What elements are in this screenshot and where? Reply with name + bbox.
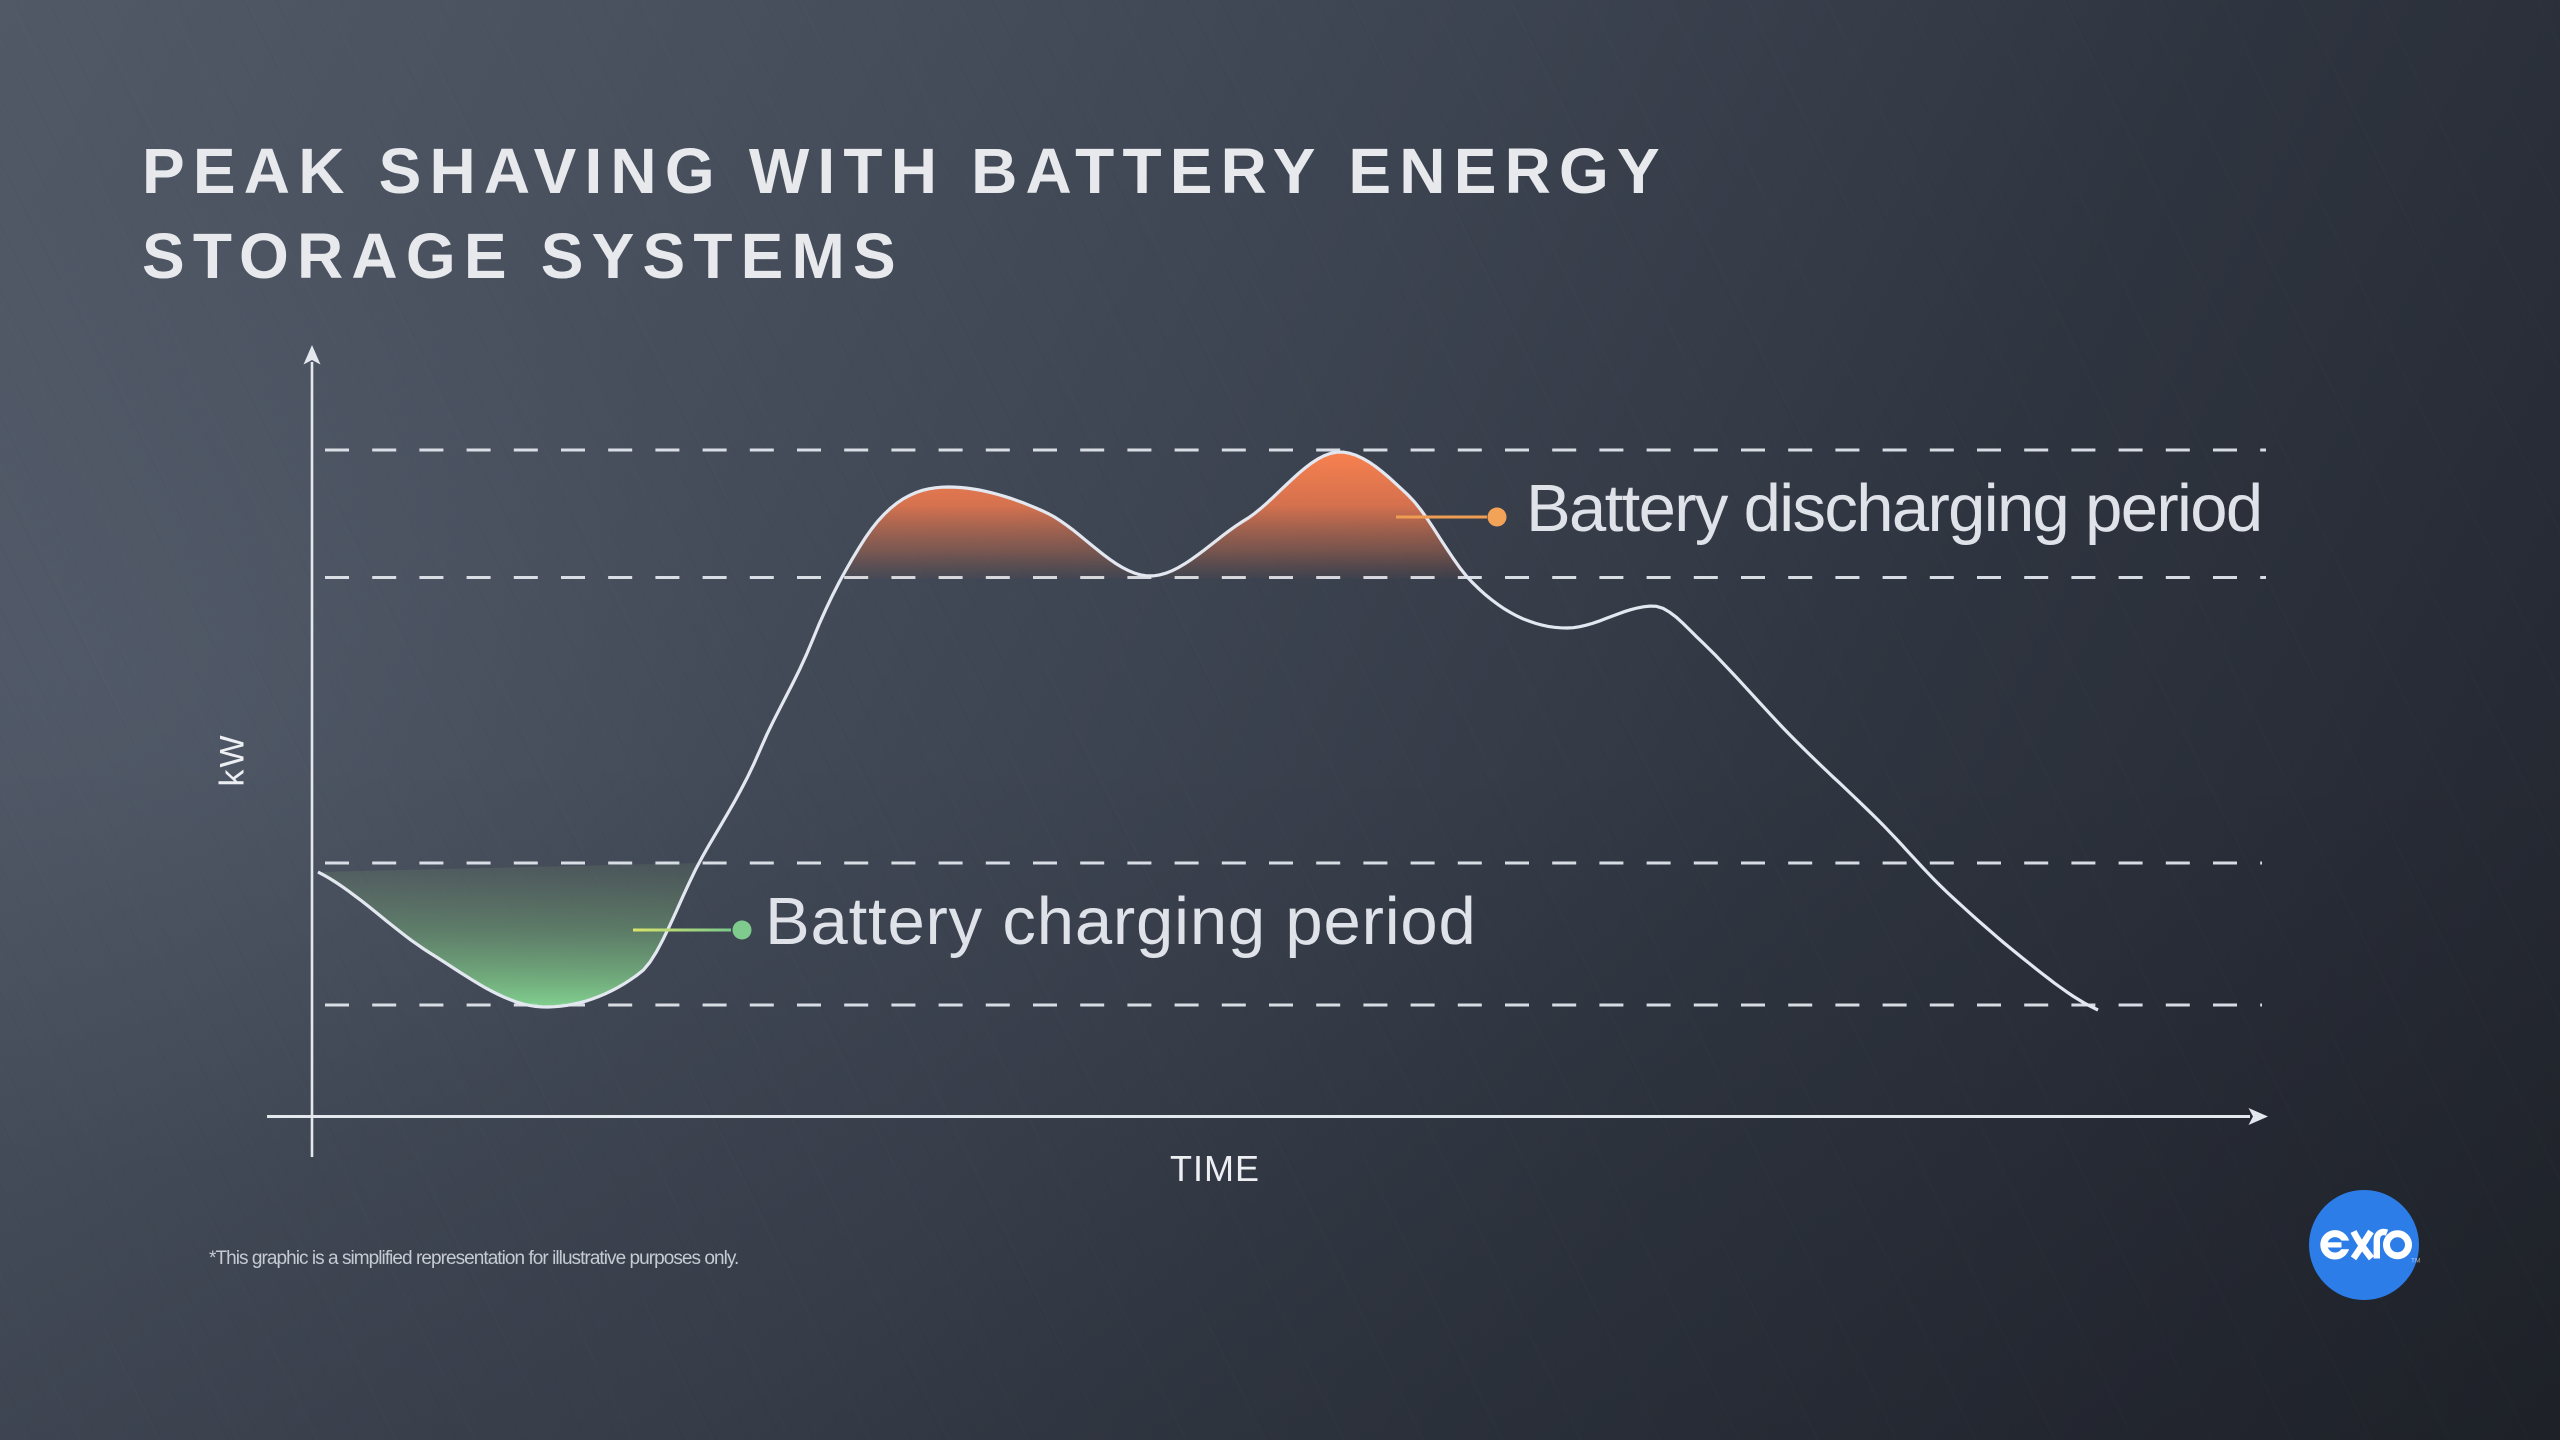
svg-text:TM: TM: [2411, 1258, 2420, 1265]
